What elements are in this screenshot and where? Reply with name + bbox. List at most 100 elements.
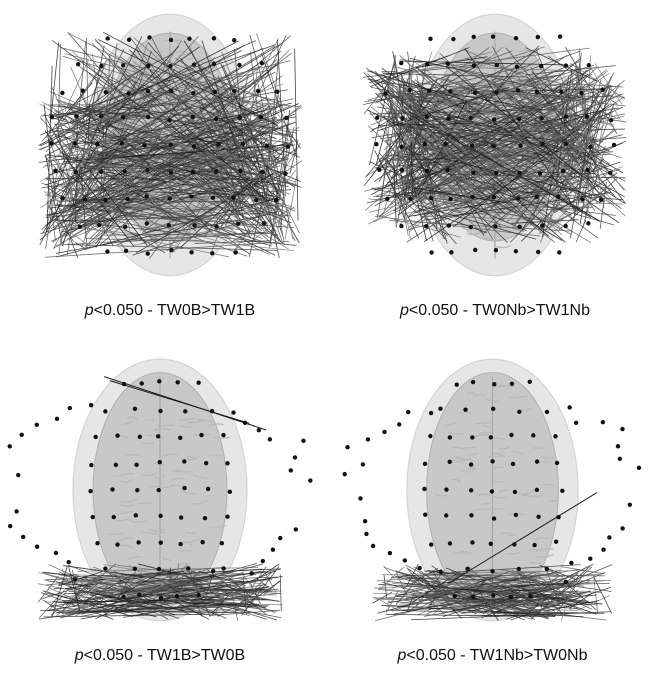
electrode-dot bbox=[237, 115, 242, 121]
gyrus-texture bbox=[535, 554, 554, 558]
electrode-dot bbox=[428, 410, 434, 416]
electrode-dot bbox=[540, 223, 545, 228]
connection-edge bbox=[422, 145, 572, 190]
connection-edge bbox=[120, 574, 168, 620]
connection-edge bbox=[43, 104, 57, 201]
connection-edge bbox=[206, 138, 298, 193]
connection-edge bbox=[56, 197, 278, 258]
electrode-dot bbox=[469, 143, 475, 148]
connection-edge bbox=[267, 110, 275, 198]
connection-edge bbox=[402, 84, 467, 120]
electrode-dot bbox=[34, 544, 40, 549]
p-symbol: p bbox=[74, 647, 84, 664]
connection-edge bbox=[515, 91, 612, 225]
connection-edge bbox=[417, 100, 467, 196]
electrode-dot bbox=[122, 169, 127, 174]
connection-edge bbox=[99, 124, 131, 231]
electrode-dot bbox=[135, 487, 140, 493]
electrode-dot bbox=[609, 117, 614, 123]
electrode-dot bbox=[157, 459, 162, 465]
connection-edge bbox=[95, 185, 201, 225]
electrode-dot bbox=[493, 247, 499, 253]
electrode-dot bbox=[72, 141, 78, 146]
connection-edge bbox=[42, 599, 65, 615]
connection-edge bbox=[100, 233, 266, 236]
connection-edge bbox=[279, 574, 282, 612]
electrode-dot bbox=[274, 89, 280, 94]
connection-edge bbox=[59, 168, 86, 188]
connection-edge bbox=[88, 200, 249, 203]
electrode-dot bbox=[260, 169, 265, 175]
connection-edge bbox=[390, 85, 448, 179]
connection-edge bbox=[196, 165, 296, 212]
connection-edge bbox=[55, 219, 297, 246]
gyrus-texture bbox=[141, 472, 158, 477]
gyrus-texture bbox=[108, 532, 124, 535]
connection-edge bbox=[83, 195, 272, 247]
electrode-dot bbox=[210, 251, 215, 256]
connection-edge bbox=[51, 134, 159, 189]
connection-edge bbox=[97, 110, 212, 232]
electrode-dot bbox=[493, 224, 498, 229]
gyrus-texture bbox=[119, 479, 133, 483]
brain-network-plot bbox=[38, 13, 303, 277]
electrode-dot bbox=[406, 409, 411, 415]
gyrus-texture bbox=[187, 57, 200, 62]
connection-edge bbox=[56, 203, 279, 236]
electrode-dot bbox=[90, 514, 95, 520]
connection-edge bbox=[165, 174, 292, 224]
electrode-dot bbox=[231, 410, 236, 415]
connection-edge bbox=[408, 189, 573, 217]
electrode-dot bbox=[146, 63, 151, 69]
connection-edge bbox=[80, 114, 189, 172]
connection-edge bbox=[51, 218, 93, 249]
electrode-dot bbox=[67, 405, 73, 411]
electrode-dot bbox=[288, 468, 294, 473]
electrode-dot bbox=[99, 169, 104, 175]
electrode-dot bbox=[627, 502, 632, 507]
electrode-dot bbox=[95, 141, 100, 147]
connection-edge bbox=[572, 104, 613, 116]
panel-caption: p<0.050 - TW1B>TW0B bbox=[5, 647, 315, 665]
connection-edge bbox=[137, 160, 285, 172]
electrode-dot bbox=[187, 36, 192, 41]
connection-edge bbox=[585, 167, 598, 177]
connection-edge bbox=[38, 65, 262, 150]
connection-edge bbox=[130, 571, 137, 577]
electrode-dot bbox=[471, 34, 476, 40]
electrode-dot bbox=[473, 247, 478, 253]
connection-edge bbox=[45, 241, 290, 258]
connection-edge bbox=[400, 74, 485, 236]
gyrus-texture bbox=[505, 550, 522, 555]
connection-edge bbox=[406, 593, 415, 612]
connection-edge bbox=[86, 136, 251, 255]
connection-edge bbox=[366, 158, 548, 204]
connection-edge bbox=[142, 86, 266, 200]
electrode-dot bbox=[468, 224, 474, 230]
connection-edge bbox=[510, 129, 616, 197]
electrode-dot bbox=[538, 63, 544, 69]
connection-edge bbox=[82, 159, 296, 210]
electrode-dot bbox=[219, 541, 225, 546]
electrode-markers bbox=[342, 379, 642, 600]
electrode-dot bbox=[579, 90, 584, 96]
electrode-dot bbox=[189, 194, 194, 199]
electrode-dot bbox=[231, 195, 236, 200]
connection-edge bbox=[385, 47, 590, 75]
electrode-dot bbox=[396, 422, 402, 427]
connection-edge bbox=[95, 114, 266, 238]
electrode-dot bbox=[145, 251, 150, 256]
electrode-dot bbox=[211, 61, 217, 66]
electrode-dot bbox=[490, 459, 495, 464]
electrode-dot bbox=[557, 250, 562, 255]
electrode-dot bbox=[77, 224, 83, 230]
gyrus-texture bbox=[176, 469, 191, 473]
gyrus-texture bbox=[149, 528, 165, 533]
connection-edge bbox=[51, 566, 68, 618]
connection-edge bbox=[172, 572, 222, 585]
connection-edge bbox=[81, 205, 238, 222]
connection-edge bbox=[147, 573, 257, 598]
electrode-dot bbox=[465, 566, 470, 572]
connection-edge bbox=[207, 596, 244, 603]
connection-edge bbox=[85, 238, 204, 242]
